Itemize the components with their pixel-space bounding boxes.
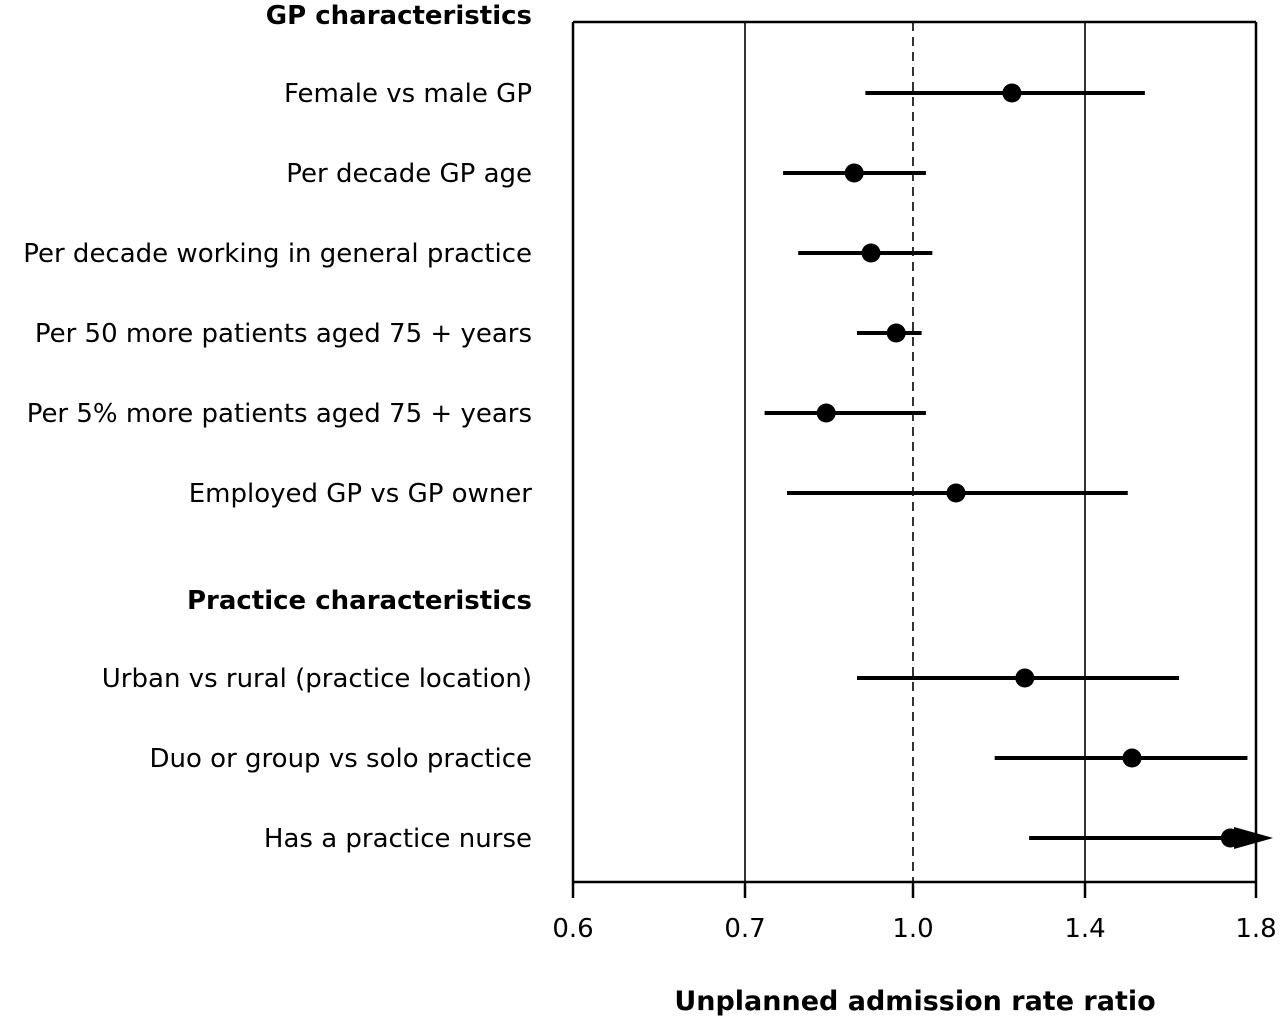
point-estimate — [886, 323, 906, 343]
x-tick-label: 0.6 — [552, 914, 593, 944]
point-estimate — [1122, 748, 1142, 768]
point-estimate — [816, 403, 836, 423]
point-estimate — [844, 163, 864, 183]
row-label: Has a practice nurse — [264, 824, 532, 854]
row-label: Per decade GP age — [286, 159, 532, 189]
row-label: Per decade working in general practice — [23, 239, 532, 269]
x-tick-label: 1.0 — [892, 914, 933, 944]
point-estimate — [1015, 668, 1035, 688]
row-label: Per 5% more patients aged 75 + years — [27, 399, 532, 429]
plot-frame — [571, 20, 1258, 882]
x-tick-label: 1.8 — [1235, 914, 1276, 944]
group-label: GP characteristics — [266, 1, 532, 31]
truncation-arrow — [1234, 827, 1273, 849]
row-labels: GP characteristics Female vs male GP Per d… — [23, 1, 532, 854]
row-label: Employed GP vs GP owner — [189, 479, 533, 509]
point-estimate — [946, 483, 966, 503]
forest-rows — [764, 83, 1273, 849]
row-label: Female vs male GP — [284, 79, 532, 109]
x-axis: 0.6 0.7 1.0 1.4 1.8 — [552, 880, 1277, 944]
point-estimate — [1002, 83, 1022, 103]
gridlines — [744, 22, 1086, 882]
x-axis-title: Unplanned admission rate ratio — [674, 986, 1155, 1017]
row-label: Urban vs rural (practice location) — [102, 664, 532, 694]
point-estimate — [861, 243, 881, 263]
x-tick-label: 1.4 — [1064, 914, 1105, 944]
row-label: Per 50 more patients aged 75 + years — [35, 319, 532, 349]
row-label: Duo or group vs solo practice — [150, 744, 532, 774]
point-estimate — [1220, 828, 1240, 848]
group-label: Practice characteristics — [187, 586, 532, 616]
x-tick-label: 0.7 — [724, 914, 765, 944]
